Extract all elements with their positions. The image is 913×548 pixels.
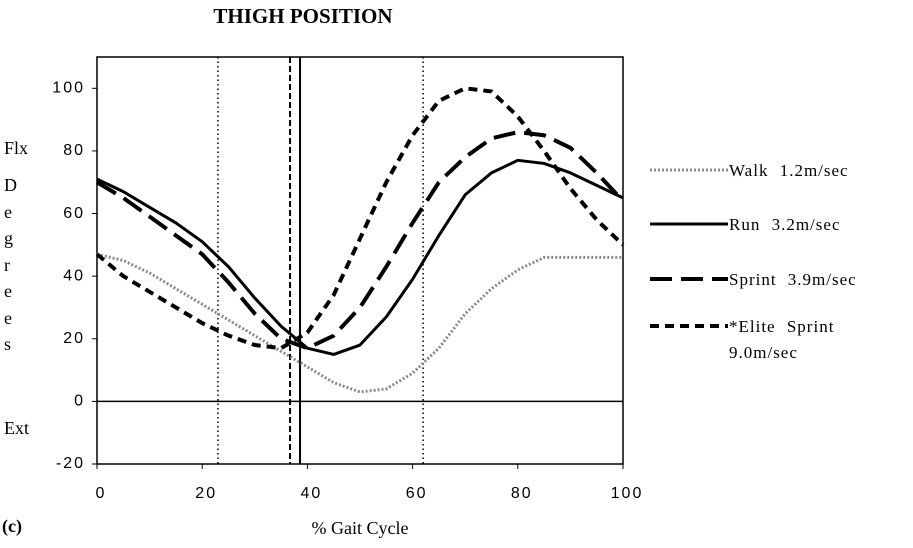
y-tick-label: 40: [63, 267, 85, 284]
legend-label: Walk 1.2m/sec: [729, 161, 849, 180]
x-tick-label: 100: [611, 485, 644, 502]
y-tick-label: 20: [63, 330, 85, 347]
legend-label: *Elite Sprint 9.0m/sec: [729, 317, 835, 362]
y-axis-label-box: Degrees: [4, 175, 17, 354]
legend-entry-box: Run 3.2m/sec: [729, 215, 841, 234]
y-axis-label: Degrees: [4, 175, 17, 354]
legend-entry-box: Sprint 3.9m/sec: [729, 270, 857, 289]
legend-label: Run 3.2m/sec: [729, 215, 841, 234]
legend-label: Sprint 3.9m/sec: [729, 270, 857, 289]
series-line: [96, 252, 623, 394]
y-axis-top-label: Flx: [4, 138, 28, 158]
y-tick-label: 60: [63, 205, 85, 222]
y-tick-label: 0: [74, 393, 85, 410]
x-tick-label: 60: [406, 485, 428, 502]
x-tick-label: 80: [511, 485, 533, 502]
x-axis-label: % Gait Cycle: [312, 518, 409, 538]
y-tick-label: 100: [52, 80, 85, 97]
legend-entry-box: Walk 1.2m/sec: [729, 161, 849, 180]
series-line: [96, 158, 624, 356]
series-line: [95, 86, 625, 351]
x-tick-label: 40: [301, 485, 323, 502]
y-tick-label: 80: [63, 142, 85, 159]
chart-title: THIGH POSITION: [213, 4, 392, 28]
y-tick-label: -20: [56, 455, 85, 472]
series-line: [95, 130, 625, 351]
y-axis-bottom-label: Ext: [4, 418, 29, 438]
plot-frame: [96, 56, 624, 465]
x-tick-label: 0: [96, 485, 107, 502]
legend-entry-box: *Elite Sprint 9.0m/sec: [729, 317, 835, 362]
panel-label: (c): [2, 516, 22, 537]
x-tick-label: 20: [195, 485, 217, 502]
